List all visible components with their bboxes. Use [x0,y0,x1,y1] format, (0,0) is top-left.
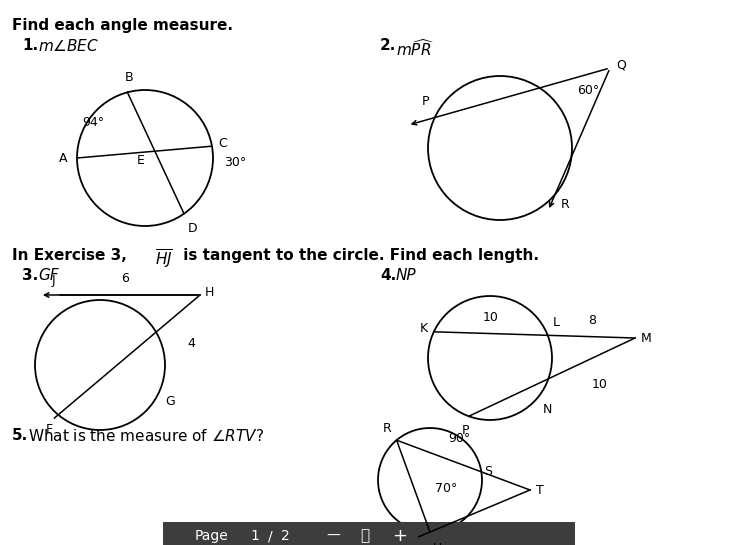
Text: Find each angle measure.: Find each angle measure. [12,18,233,33]
Text: F: F [46,423,53,436]
Text: S: S [484,465,492,478]
Text: What is the measure of $\angle RTV$?: What is the measure of $\angle RTV$? [28,428,264,444]
Text: D: D [188,222,198,235]
Text: +: + [393,527,407,545]
Text: Page: Page [195,529,229,543]
Text: —: — [326,529,340,543]
Text: 4: 4 [187,337,196,350]
Text: N: N [542,403,552,416]
Text: 🔍: 🔍 [360,529,370,543]
Text: In Exercise 3,: In Exercise 3, [12,248,132,263]
Text: T: T [536,483,544,496]
Text: K: K [420,322,428,335]
Text: M: M [641,331,652,344]
Text: 5.: 5. [12,428,28,443]
Text: 4.: 4. [380,268,396,283]
Text: R: R [383,422,392,435]
Text: $m\widehat{PR}$: $m\widehat{PR}$ [396,38,435,59]
Text: $\overline{HJ}$: $\overline{HJ}$ [155,248,173,271]
Text: J: J [52,274,55,287]
Text: NP: NP [396,268,417,283]
Text: G: G [165,396,175,408]
Text: 90°: 90° [448,432,470,445]
Text: B: B [125,71,134,84]
Text: GF: GF [38,268,58,283]
Text: P: P [462,424,469,437]
Text: 94°: 94° [82,117,104,130]
Text: 1: 1 [251,529,260,543]
Text: 60°: 60° [577,83,599,96]
Text: E: E [137,154,145,167]
Text: 10: 10 [591,378,607,391]
Text: H: H [205,286,214,299]
Text: U: U [433,542,442,545]
Bar [163,522,575,545]
Text: R: R [561,198,570,211]
Text: 1.: 1. [22,38,38,53]
Text: 6: 6 [121,272,129,285]
Text: 70°: 70° [435,481,458,494]
Text: C: C [218,137,227,150]
Text: 2.: 2. [380,38,396,53]
Text: /: / [268,529,272,543]
Text: 30°: 30° [224,156,246,169]
Text: 3.: 3. [22,268,38,283]
Text: Q: Q [616,58,626,71]
Text: P: P [422,95,430,107]
Text: 2: 2 [280,529,289,543]
Text: is tangent to the circle. Find each length.: is tangent to the circle. Find each leng… [178,248,539,263]
Text: L: L [552,316,559,329]
Text: 10: 10 [483,311,499,324]
Text: A: A [58,152,67,165]
Text: 8: 8 [587,314,596,328]
Text: $m\angle BEC$: $m\angle BEC$ [38,38,99,54]
